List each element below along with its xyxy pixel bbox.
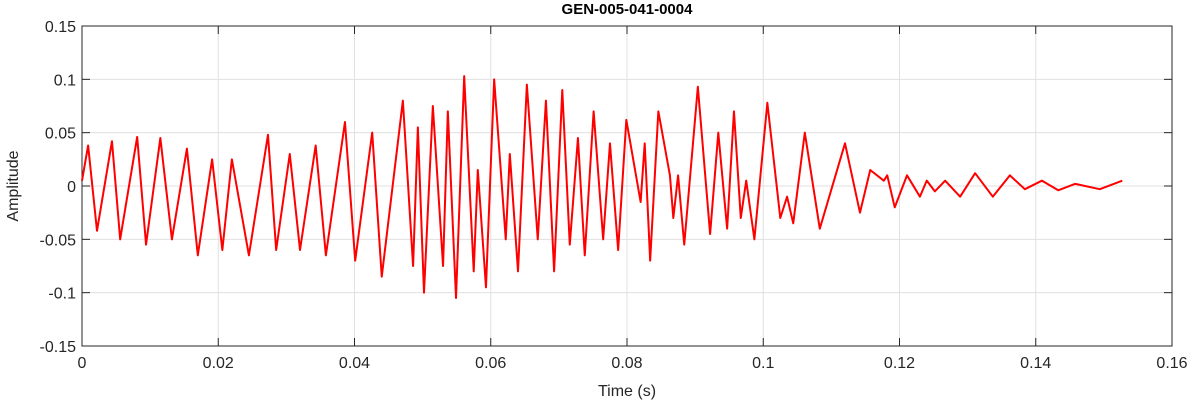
- y-axis-label: Amplitude: [5, 150, 22, 221]
- x-axis-label: Time (s): [598, 383, 656, 400]
- x-tick-label: 0.12: [884, 355, 915, 372]
- plot-frame: [81, 25, 1173, 347]
- chart-title: GEN-005-041-0004: [562, 1, 694, 18]
- y-tick-label: -0.15: [40, 339, 77, 356]
- x-tick-label: 0.1: [752, 355, 774, 372]
- x-tick-label: 0.08: [611, 355, 642, 372]
- y-tick-label: 0.05: [45, 126, 76, 143]
- x-tick-label: 0.16: [1156, 355, 1187, 372]
- y-tick-label: 0.15: [45, 19, 76, 36]
- y-tick-label: 0: [67, 179, 76, 196]
- x-tick-label: 0.14: [1020, 355, 1051, 372]
- y-tick-label: 0.1: [54, 72, 76, 89]
- data-line: [81, 75, 1123, 299]
- x-tick-label: 0.02: [203, 355, 234, 372]
- y-tick-label: -0.1: [48, 286, 76, 303]
- y-tick-label: -0.05: [40, 232, 77, 249]
- x-tick-label: 0: [78, 355, 87, 372]
- x-tick-label: 0.06: [475, 355, 506, 372]
- x-tick-label: 0.04: [339, 355, 370, 372]
